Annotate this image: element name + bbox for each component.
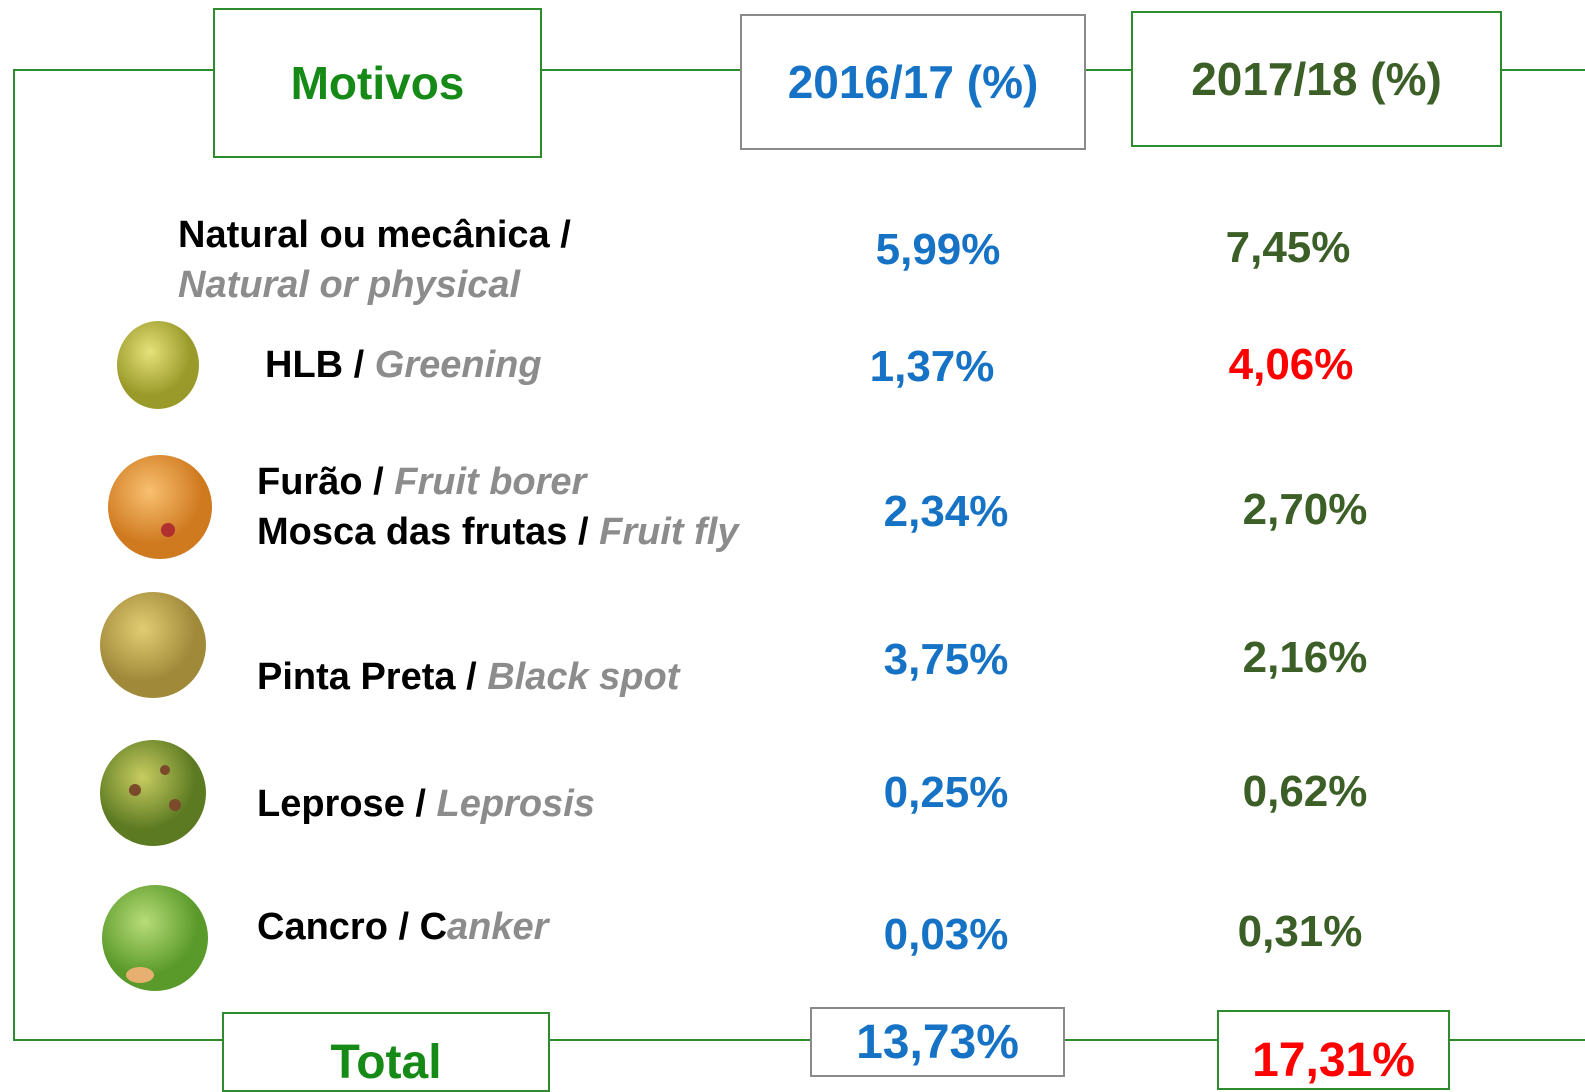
- label-pt: Pinta Preta /: [257, 656, 487, 698]
- label-pt: Furão /: [257, 461, 394, 503]
- label-pt: HLB /: [265, 344, 375, 386]
- value-2016: 1,37%: [870, 342, 995, 392]
- value-2016: 0,03%: [884, 910, 1009, 960]
- label-en: Natural or physical: [178, 264, 520, 306]
- label-pt: Leprose /: [257, 783, 437, 825]
- fruit-icon: [100, 740, 206, 846]
- row-label: Natural or physical: [178, 260, 520, 310]
- row-label: Furão / Fruit borer: [257, 457, 586, 507]
- value-2017: 2,70%: [1243, 485, 1368, 535]
- fruit-spot: [169, 799, 181, 811]
- total-2016: 13,73%: [810, 1007, 1065, 1077]
- header-2016: 2016/17 (%): [740, 14, 1086, 150]
- total-label: Total: [222, 1012, 550, 1092]
- label-pt: Cancro / C: [257, 906, 447, 948]
- value-2017: 7,45%: [1226, 223, 1351, 273]
- row-label: Cancro / Canker: [257, 902, 548, 952]
- label-en: Leprosis: [437, 783, 595, 825]
- label-en: Fruit fly: [599, 511, 738, 553]
- fruit-spot: [161, 523, 175, 537]
- row-label: Mosca das frutas / Fruit fly: [257, 507, 738, 557]
- label-en: Black spot: [487, 656, 679, 698]
- value-2017: 0,62%: [1243, 767, 1368, 817]
- fruit-icon: [117, 321, 199, 409]
- row-label: HLB / Greening: [265, 340, 542, 390]
- header-motivos: Motivos: [213, 8, 542, 158]
- row-label: Natural ou mecânica /: [178, 210, 571, 260]
- label-en: Fruit borer: [394, 461, 586, 503]
- page: Motivos 2016/17 (%) 2017/18 (%) Natural …: [0, 0, 1585, 1089]
- row-label: Leprose / Leprosis: [257, 779, 595, 829]
- value-2017: 2,16%: [1243, 633, 1368, 683]
- value-2017: 4,06%: [1229, 340, 1354, 390]
- label-en: Greening: [375, 344, 542, 386]
- total-2017: 17,31%: [1217, 1010, 1450, 1090]
- value-2016: 0,25%: [884, 768, 1009, 818]
- label-en: anker: [447, 906, 548, 948]
- row-label: Pinta Preta / Black spot: [257, 652, 679, 702]
- value-2017: 0,31%: [1238, 907, 1363, 957]
- fruit-spot: [160, 765, 170, 775]
- value-2016: 3,75%: [884, 635, 1009, 685]
- label-pt: Natural ou mecânica /: [178, 214, 571, 256]
- value-2016: 2,34%: [884, 487, 1009, 537]
- fruit-icon: [102, 885, 208, 991]
- fruit-icon: [100, 592, 206, 698]
- header-2017: 2017/18 (%): [1131, 11, 1502, 147]
- value-2016: 5,99%: [876, 225, 1001, 275]
- fruit-spot: [129, 784, 141, 796]
- fruit-icon: [108, 455, 212, 559]
- fruit-spot: [126, 967, 154, 983]
- label-pt: Mosca das frutas /: [257, 511, 599, 553]
